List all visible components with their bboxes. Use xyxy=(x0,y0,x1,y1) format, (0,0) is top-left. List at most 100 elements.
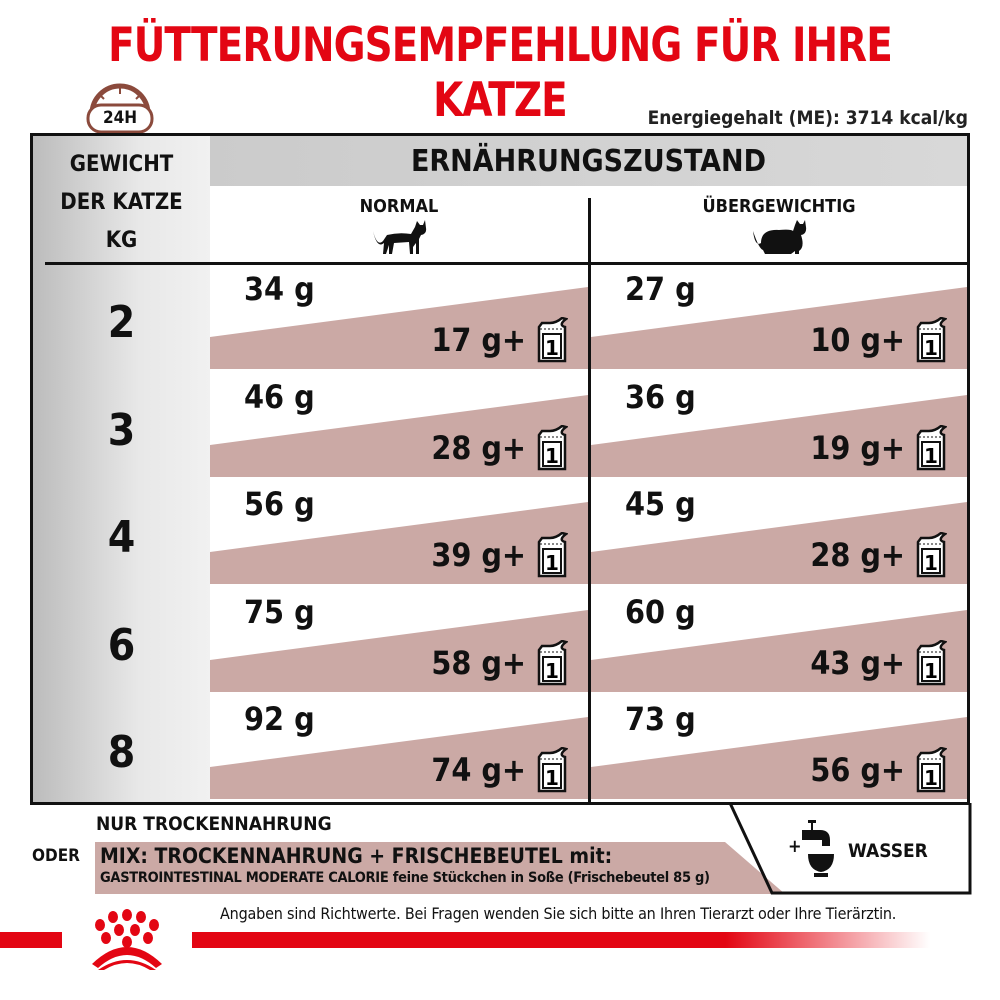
dry-only-amount: 45 g xyxy=(625,485,696,523)
svg-text:1: 1 xyxy=(545,336,559,360)
svg-text:1: 1 xyxy=(924,659,938,683)
svg-text:1: 1 xyxy=(924,336,938,360)
feeding-table: GEWICHT DER KATZE KG ERNÄHRUNGSZUSTAND N… xyxy=(30,133,970,805)
mix-dry-amount: 28 g xyxy=(810,536,881,574)
dry-only-amount: 92 g xyxy=(244,700,315,738)
plus-sign: + xyxy=(880,536,905,574)
cat-overweight-icon xyxy=(753,220,807,254)
legend-mix-detail: GASTROINTESTINAL MODERATE CALORIE feine … xyxy=(100,870,710,886)
legend-mix-swatch xyxy=(95,842,785,894)
mix-dry-amount: 19 g xyxy=(810,428,881,467)
condition-label: ÜBERGEWICHTIG xyxy=(702,196,856,217)
state-header: ERNÄHRUNGSZUSTAND xyxy=(410,144,767,179)
cell-normal: 56 g 39 g +1 xyxy=(210,480,588,586)
weight-column xyxy=(33,136,210,802)
mix-dry-amount: 39 g xyxy=(431,536,502,574)
cat-normal-icon xyxy=(373,220,427,254)
plus-sign: + xyxy=(501,643,526,682)
brand-stripe xyxy=(0,932,930,948)
svg-text:1: 1 xyxy=(924,766,938,790)
pouch-icon: 1 xyxy=(916,317,947,363)
mix-dry-amount: 10 g xyxy=(810,321,881,359)
weight-header-line: KG xyxy=(105,228,138,253)
pouch-icon: 1 xyxy=(537,424,568,470)
cat-weight: 6 xyxy=(107,619,136,671)
pouch-icon: 1 xyxy=(537,532,568,578)
cat-weight: 4 xyxy=(107,512,136,563)
mix-dry-amount: 28 g xyxy=(431,428,502,467)
dry-only-amount: 75 g xyxy=(244,592,315,631)
cat-weight: 3 xyxy=(107,404,136,456)
table-row: 8 92 g 74 g +1 73 g 56 g +1 xyxy=(33,695,967,803)
cell-over: 60 g 43 g +1 xyxy=(591,588,967,694)
cell-normal: 46 g 28 g +1 xyxy=(210,373,588,479)
svg-text:1: 1 xyxy=(545,659,559,683)
mix-band xyxy=(591,717,967,799)
condition-normal: NORMAL xyxy=(210,196,588,262)
energy-content: Energiegehalt (ME): 3714 kcal/kg xyxy=(647,107,968,129)
cat-weight: 8 xyxy=(107,727,136,778)
table-row: 6 75 g 58 g +1 60 g 43 g +1 xyxy=(33,588,967,696)
mix-band xyxy=(210,394,588,477)
weight-header-line: DER KATZE xyxy=(60,190,183,215)
dry-only-amount: 36 g xyxy=(625,377,696,416)
pouch-icon: 1 xyxy=(537,317,568,363)
table-row: 4 56 g 39 g +1 45 g 28 g +1 xyxy=(33,480,967,588)
mix-band xyxy=(591,287,967,369)
svg-text:1: 1 xyxy=(545,551,559,575)
plus-sign: + xyxy=(501,321,526,359)
table-row: 2 34 g 17 g +1 27 g 10 g +1 xyxy=(33,265,967,373)
cat-weight: 2 xyxy=(107,297,136,348)
plus-sign: + xyxy=(880,643,905,682)
cell-normal: 34 g 17 g +1 xyxy=(210,265,588,371)
condition-label: NORMAL xyxy=(359,196,439,217)
dry-only-amount: 34 g xyxy=(244,270,315,308)
dry-only-amount: 73 g xyxy=(625,700,696,738)
cell-over: 27 g 10 g +1 xyxy=(591,265,967,371)
dry-only-amount: 60 g xyxy=(625,592,696,631)
weight-header-line: GEWICHT xyxy=(69,152,174,177)
mix-band xyxy=(591,609,967,692)
clock-label: 24H xyxy=(102,108,138,128)
cell-normal: 92 g 74 g +1 xyxy=(210,695,588,801)
column-divider xyxy=(588,198,591,804)
svg-text:1: 1 xyxy=(924,444,938,468)
mix-band xyxy=(210,717,588,799)
condition-overweight: ÜBERGEWICHTIG xyxy=(591,196,967,262)
plus-sign: + xyxy=(501,751,526,789)
cell-normal: 75 g 58 g +1 xyxy=(210,588,588,694)
plus-sign: + xyxy=(501,428,526,467)
header-divider xyxy=(45,262,967,265)
pouch-icon: 1 xyxy=(916,532,947,578)
plus-sign: + xyxy=(880,428,905,467)
plus-sign: + xyxy=(880,321,905,359)
pouch-icon: 1 xyxy=(916,747,947,793)
legend-mix-title: MIX: TROCKENNAHRUNG + FRISCHEBEUTEL mit: xyxy=(100,844,613,868)
cell-over: 36 g 19 g +1 xyxy=(591,373,967,479)
mix-band xyxy=(591,394,967,477)
clock-24h-icon: 24H xyxy=(80,80,160,140)
mix-dry-amount: 17 g xyxy=(431,321,502,359)
water-plus: + xyxy=(788,836,802,857)
plus-sign: + xyxy=(880,751,905,789)
royal-canin-crown-logo xyxy=(62,908,192,970)
svg-text:1: 1 xyxy=(545,766,559,790)
table-row: 3 46 g 28 g +1 36 g 19 g +1 xyxy=(33,373,967,481)
svg-text:1: 1 xyxy=(924,551,938,575)
cell-over: 73 g 56 g +1 xyxy=(591,695,967,801)
water-label: WASSER xyxy=(848,840,928,862)
cell-over: 45 g 28 g +1 xyxy=(591,480,967,586)
mix-dry-amount: 43 g xyxy=(810,643,881,682)
water-tap-bowl-icon xyxy=(802,820,834,877)
pouch-icon: 1 xyxy=(537,747,568,793)
mix-band xyxy=(210,287,588,369)
mix-dry-amount: 74 g xyxy=(431,751,502,789)
dry-only-amount: 56 g xyxy=(244,485,315,523)
legend-dry-only: NUR TROCKENNAHRUNG xyxy=(96,813,332,835)
water-box xyxy=(728,803,972,895)
mix-dry-amount: 56 g xyxy=(810,751,881,789)
dry-only-amount: 27 g xyxy=(625,270,696,308)
mix-dry-amount: 58 g xyxy=(431,643,502,682)
legend-or: ODER xyxy=(32,846,80,866)
pouch-icon: 1 xyxy=(916,424,947,470)
